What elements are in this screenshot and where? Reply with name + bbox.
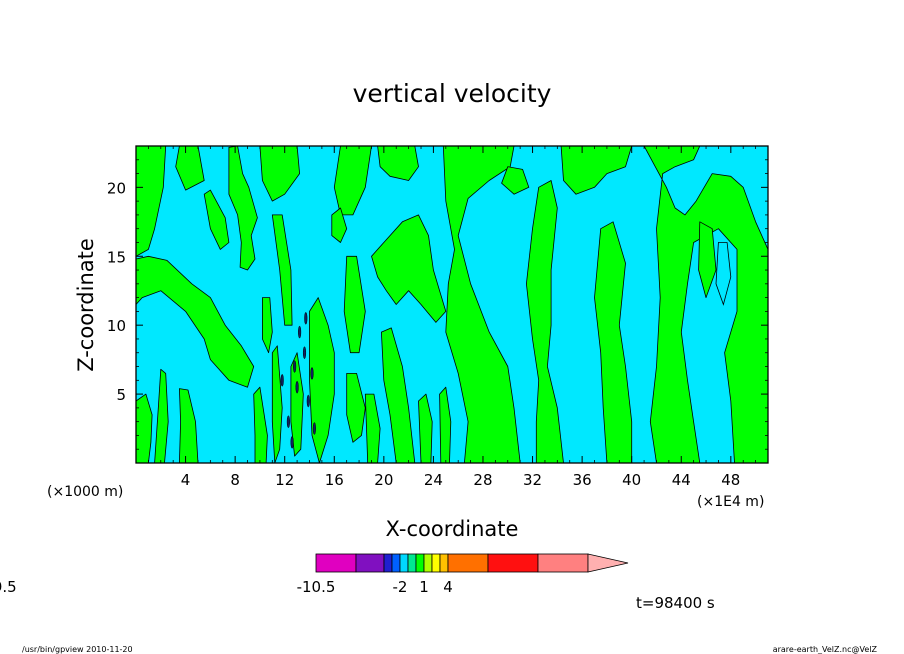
colorbar-segment (439, 553, 449, 573)
colorbar-segment (447, 553, 489, 573)
positive-region (560, 146, 633, 195)
positive-region (271, 214, 293, 326)
colorbar-segment (431, 553, 441, 573)
y-tick-label: 20 (107, 179, 126, 197)
positive-region (136, 393, 153, 463)
positive-region (343, 255, 366, 354)
positive-region (228, 146, 258, 271)
positive-region (346, 373, 366, 443)
positive-region (594, 221, 633, 463)
time-label: t=98400 s (636, 594, 715, 612)
colorbar-segment (355, 553, 385, 573)
colorbar-label: 1 (419, 578, 429, 596)
colorbar-label: 4 (443, 578, 453, 596)
positive-region (371, 214, 447, 323)
x-ticks: 4 8 12 16 20 24 28 32 36 40 44 48 (147, 146, 757, 489)
x-tick-label: 32 (523, 471, 542, 489)
y-axis-label: Z-coordinate (74, 238, 98, 372)
positive-region (442, 146, 521, 463)
speckle (306, 394, 310, 408)
positive-region (262, 297, 273, 354)
x-tick-label: 20 (374, 471, 393, 489)
speckle (304, 312, 308, 325)
positive-region (377, 146, 419, 181)
x-tick-label: 36 (573, 471, 592, 489)
x-tick-label: 48 (721, 471, 740, 489)
speckle (290, 436, 294, 449)
positive-region (253, 386, 268, 463)
x-tick-label: 12 (275, 471, 294, 489)
positive-region (418, 393, 433, 463)
colorbar-label: -10.5 (297, 578, 336, 596)
colorbar-segment (399, 553, 409, 573)
x-unit-right: (×1E4 m) (697, 494, 764, 510)
speckle (295, 380, 299, 394)
x-tick-label: 24 (424, 471, 443, 489)
positive-region (271, 345, 283, 463)
x-unit-left: (×1000 m) (47, 484, 123, 500)
positive-region (526, 180, 564, 463)
speckle (293, 360, 297, 373)
colorbar-label: -2 (393, 578, 408, 596)
x-tick-label: 4 (181, 471, 191, 489)
positive-region (290, 352, 304, 457)
positive-region (259, 146, 300, 202)
chart-title: vertical velocity (353, 79, 552, 108)
colorbar-segment (487, 553, 539, 573)
y-tick-label: 10 (107, 317, 126, 335)
positive-region (643, 146, 768, 463)
x-axis-label: X-coordinate (386, 517, 519, 541)
positive-region (203, 189, 230, 250)
y-ticks: 5 10 15 20 (107, 159, 768, 450)
colorbar-arrow (587, 553, 629, 573)
speckle (302, 346, 307, 359)
negative-region (715, 242, 732, 306)
colorbar-segment (415, 553, 425, 573)
positive-region (136, 146, 167, 257)
positive-region (333, 146, 372, 216)
colorbar-segment (407, 553, 417, 573)
positive-region (175, 146, 205, 191)
colorbar-segment (383, 553, 393, 573)
positive-region (439, 386, 452, 463)
speckle (280, 374, 284, 387)
positive-region (364, 393, 381, 463)
positive-region (136, 255, 255, 388)
colorbar: -10.5 -2 14 19.5 (0, 553, 629, 596)
positive-region (154, 368, 169, 463)
x-tick-label: 40 (622, 471, 641, 489)
colorbar-segment (315, 553, 357, 573)
positive-region (381, 327, 416, 463)
y-tick-label: 15 (107, 248, 126, 266)
colorbar-segment (537, 553, 589, 573)
colorbar-segment (391, 553, 401, 573)
colorbar-label: 19.5 (0, 578, 17, 596)
footer-right: arare-earth_VelZ.nc@VelZ (773, 645, 878, 654)
positive-region (309, 297, 335, 463)
x-tick-label: 8 (230, 471, 240, 489)
colorbar-segment (423, 553, 433, 573)
contour-field (136, 146, 768, 463)
positive-region (698, 221, 717, 298)
speckle (312, 422, 316, 435)
y-tick-label: 5 (116, 386, 126, 404)
footer-left: /usr/bin/gpview 2010-11-20 (22, 645, 133, 654)
speckle (286, 415, 290, 428)
speckle (298, 325, 302, 339)
speckle (310, 367, 314, 380)
positive-region (179, 388, 199, 463)
plot-frame (135, 145, 769, 464)
positive-region (501, 166, 530, 195)
positive-region (331, 207, 348, 243)
x-tick-label: 28 (473, 471, 492, 489)
x-tick-label: 16 (325, 471, 344, 489)
x-tick-label: 44 (672, 471, 691, 489)
